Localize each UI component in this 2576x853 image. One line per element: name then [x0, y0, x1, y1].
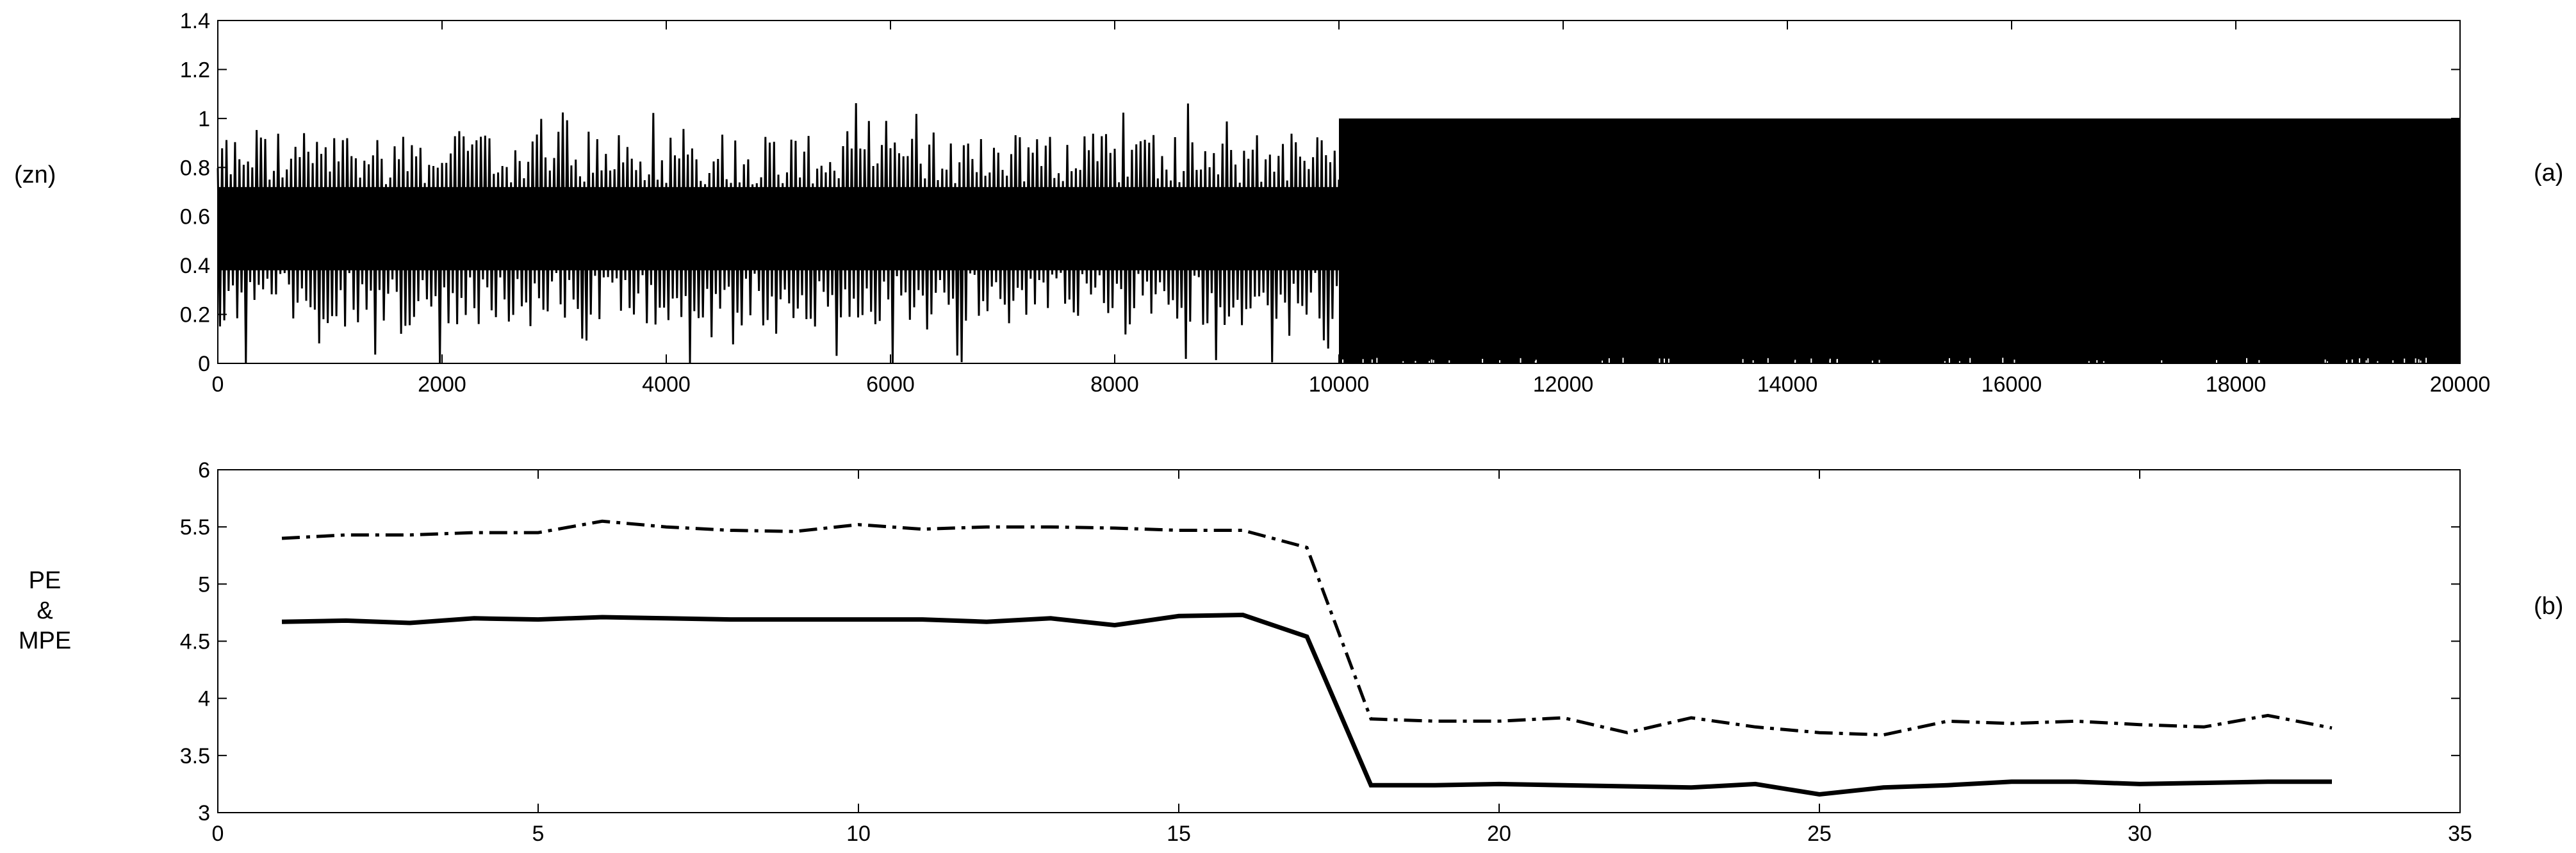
- panel-b-xtick-label: 35: [2448, 822, 2472, 846]
- series-speck: [1362, 359, 1364, 365]
- panel-b-xtick-label: 30: [2128, 822, 2152, 846]
- panel-b-axes-box: [217, 469, 2461, 813]
- series-line-noisy: [217, 103, 1340, 364]
- series-speck: [2359, 358, 2361, 364]
- series-speck: [1810, 358, 1812, 364]
- series-speck: [2246, 358, 2248, 363]
- series-speck: [1742, 359, 1744, 365]
- series-speck: [2418, 359, 2420, 365]
- series-speck: [1535, 360, 1537, 365]
- panel-b-ytick-label: 3.5: [180, 744, 210, 768]
- panel-a-xtick-label: 18000: [2206, 372, 2267, 397]
- series-line-dash-dot: [281, 519, 2333, 737]
- series-speck: [2258, 360, 2260, 365]
- series-speck: [2404, 358, 2406, 364]
- panel-b-ylabel-line2: &: [37, 597, 53, 624]
- series-speck: [1969, 358, 1971, 363]
- panel-b-ytick-label: 5.5: [180, 515, 210, 540]
- series-speck: [2425, 358, 2427, 363]
- panel-b-ytick-label: 3: [198, 801, 210, 825]
- panel-b-ytick-label: 6: [198, 458, 210, 483]
- panel-b-ylabel-line3: MPE: [19, 627, 71, 654]
- panel-a-ytick-label: 0.8: [180, 156, 210, 180]
- panel-b-xtick-label: 25: [1807, 822, 1832, 846]
- series-speck: [2002, 358, 2004, 363]
- panel-a-xtick-label: 8000: [1090, 372, 1139, 397]
- panel-a-xtick-label: 2000: [418, 372, 466, 397]
- panel-b-label: (b): [2534, 593, 2563, 620]
- series-speck: [1432, 360, 1434, 365]
- panel-a-ytick-label: 0.6: [180, 205, 210, 229]
- panel-a-ytick-label: 0.4: [180, 254, 210, 278]
- series-speck: [2367, 358, 2369, 364]
- series-speck: [1482, 358, 1484, 364]
- panel-b-series: [281, 519, 2333, 797]
- panel-a-ylabel: (zn): [14, 161, 56, 188]
- panel-b-ytick-label: 4.5: [180, 630, 210, 654]
- panel-a: 0 2000 4000 6000 8000 10000 12000 14000 16000 180…: [14, 9, 2563, 397]
- panel-a-xtick-label: 6000: [866, 372, 915, 397]
- panel-a-ytick-label: 1.2: [180, 58, 210, 82]
- series-line-solid: [281, 612, 2332, 797]
- series-speck: [1668, 358, 1669, 364]
- series-speck: [1520, 358, 1522, 363]
- panel-b-xtick-label: 5: [532, 822, 545, 846]
- panel-b-xtick-label: 0: [212, 822, 224, 846]
- panel-a-xtick-label: 12000: [1533, 372, 1594, 397]
- panel-a-ytick-label: 1.4: [180, 9, 210, 33]
- panel-a-xtick-label: 14000: [1757, 372, 1818, 397]
- series-speck: [1794, 360, 1796, 365]
- panel-a-ytick-label: 0.2: [180, 303, 210, 327]
- panel-b-ylabel-line1: PE: [29, 567, 62, 594]
- series-speck: [2346, 360, 2348, 365]
- panel-a-series: [217, 103, 2460, 367]
- series-speck: [1663, 358, 1665, 364]
- panel-b-xtick-label: 10: [846, 822, 871, 846]
- panel-a-xtick-label: 16000: [1981, 372, 2042, 397]
- series-speck: [2014, 360, 2015, 365]
- series-speck: [2216, 360, 2218, 365]
- series-speck: [1829, 358, 1831, 364]
- series-block-bounded: [1339, 118, 2460, 363]
- panel-a-ytick-label: 1: [198, 107, 210, 131]
- panel-b-ytick-label: 4: [198, 687, 210, 711]
- series-speck: [1767, 358, 1769, 363]
- series-speck: [1622, 358, 1624, 363]
- series-speck: [2324, 359, 2326, 365]
- series-speck: [1376, 358, 1378, 363]
- panel-a-xtick-label: 4000: [642, 372, 691, 397]
- series-speck: [1659, 358, 1661, 364]
- panel-a-ytick-label: 0: [198, 352, 210, 376]
- panel-a-xtick-label: 20000: [2430, 372, 2491, 397]
- panel-b-ytick-label: 5: [198, 572, 210, 597]
- panel-b-xtick-label: 15: [1167, 822, 1191, 846]
- panel-a-xtick-label: 10000: [1309, 372, 1370, 397]
- series-speck: [1431, 359, 1432, 365]
- panel-b-ticks: 0 5 10 15 20 25 30 35 3 3.5 4 4.5 5 5.5 6: [180, 458, 2472, 846]
- panel-b-xtick-label: 20: [1487, 822, 1511, 846]
- series-speck: [1342, 359, 1344, 365]
- series-speck: [1948, 358, 1950, 363]
- panel-a-label: (a): [2534, 160, 2563, 186]
- series-speck: [1836, 359, 1838, 365]
- panel-a-ticks: 0 2000 4000 6000 8000 10000 12000 14000 16000 180…: [180, 9, 2491, 397]
- series-speck: [1371, 359, 1373, 365]
- panel-b: 0 5 10 15 20 25 30 35 3 3.5 4 4.5 5 5.5 6 PE & MPE (b): [19, 458, 2564, 846]
- series-speck: [1878, 360, 1880, 365]
- series-speck: [1608, 358, 1610, 363]
- series-speck: [2415, 358, 2416, 364]
- series-speck: [2351, 359, 2353, 365]
- panel-a-xtick-label: 0: [212, 372, 224, 397]
